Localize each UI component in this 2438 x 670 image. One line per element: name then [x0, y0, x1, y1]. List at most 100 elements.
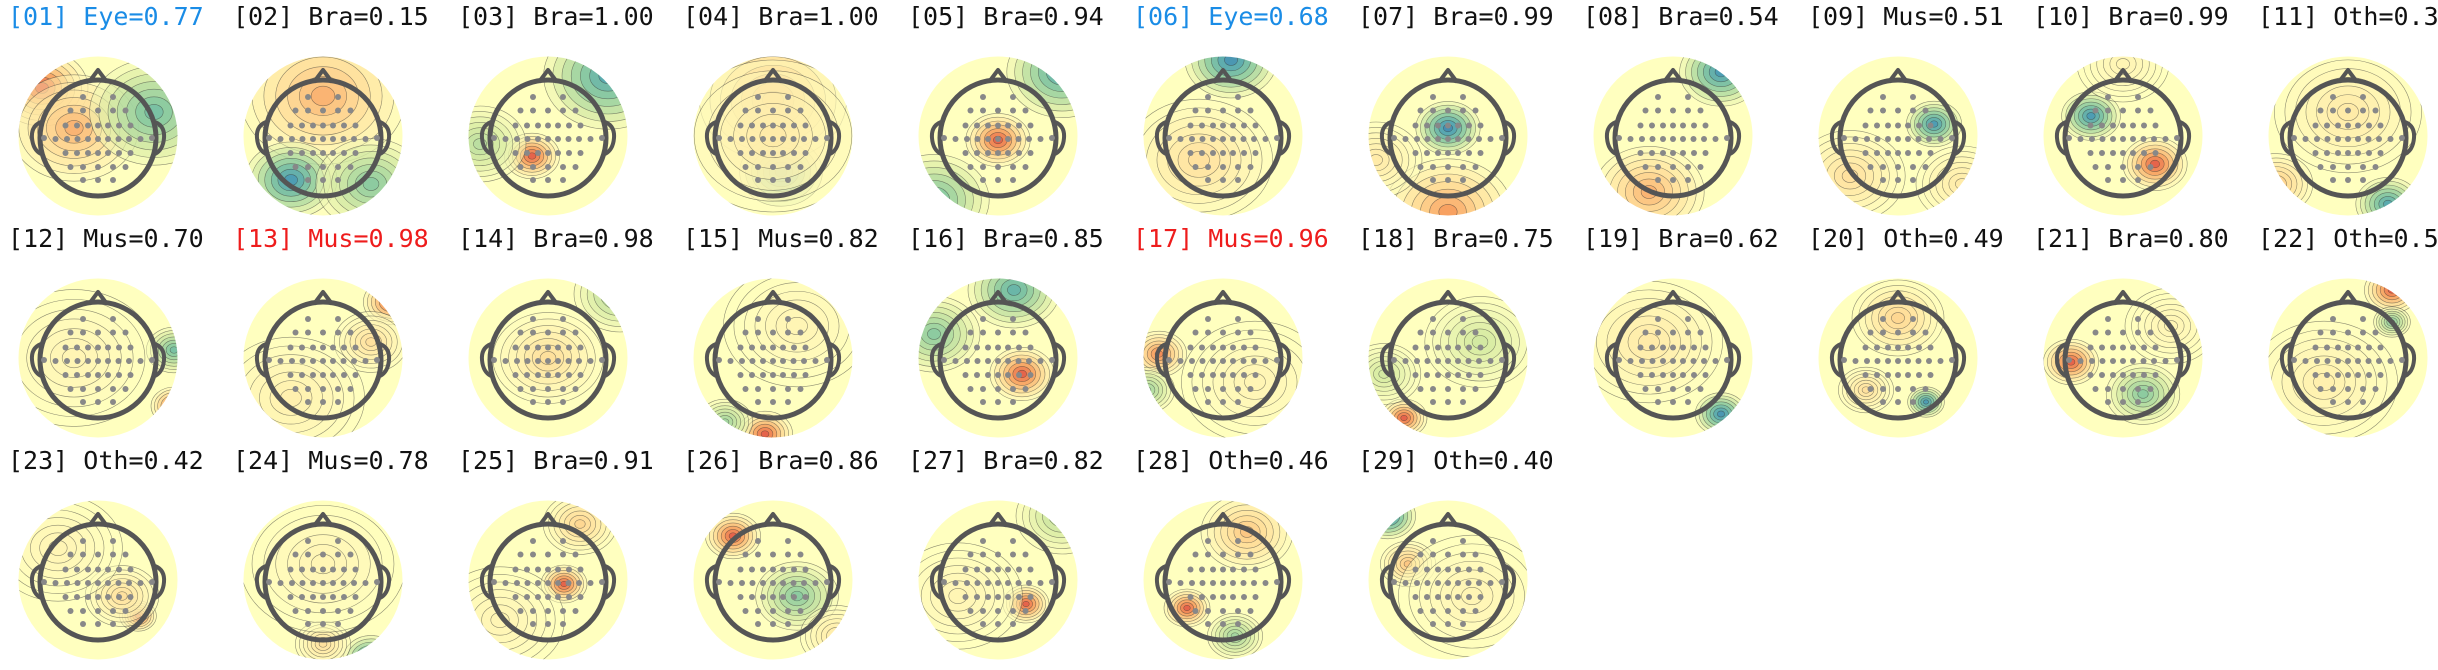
electrode-marker — [335, 399, 341, 405]
electrode-marker — [1188, 594, 1194, 600]
electrode-marker — [716, 135, 722, 141]
electrode-marker — [1178, 136, 1184, 142]
electrode-marker — [266, 357, 272, 363]
electrode-marker — [968, 108, 974, 114]
component-label: Mus — [1883, 2, 1928, 31]
electrode-marker — [2313, 372, 2319, 378]
electrode-marker — [288, 150, 294, 156]
electrode-marker — [305, 164, 311, 170]
electrode-marker — [1916, 358, 1922, 364]
electrode-marker — [2093, 386, 2099, 392]
electrode-marker — [2141, 123, 2147, 129]
electrode-marker — [1691, 372, 1697, 378]
electrode-marker — [68, 108, 74, 114]
electrode-marker — [2360, 330, 2366, 336]
electrode-marker — [1435, 136, 1441, 142]
electrode-marker — [1685, 94, 1691, 100]
electrode-marker — [110, 608, 116, 614]
component-score: 0.91 — [594, 446, 654, 475]
field-contour — [1007, 285, 1020, 296]
electrode-marker — [278, 580, 284, 586]
electrode-marker — [2345, 150, 2351, 156]
electrode-marker — [785, 399, 791, 405]
electrode-marker — [2314, 136, 2320, 142]
field-contour — [1023, 601, 1030, 606]
component-score: 0.68 — [1269, 2, 1329, 31]
component-cell: [20] Oth=0.49 — [1800, 224, 2025, 446]
electrode-marker — [2163, 358, 2169, 364]
electrode-marker — [1895, 372, 1901, 378]
electrode-marker — [1680, 123, 1686, 129]
component-score: 0.54 — [1719, 2, 1779, 31]
electrode-marker — [2376, 358, 2382, 364]
electrode-marker — [1210, 345, 1216, 351]
electrode-marker — [995, 552, 1001, 558]
electrode-marker — [2303, 136, 2309, 142]
electrode-marker — [85, 123, 91, 129]
electrode-marker — [560, 108, 566, 114]
electrode-marker — [738, 372, 744, 378]
electrode-marker — [1650, 358, 1656, 364]
electrode-marker — [2373, 330, 2379, 336]
electrode-marker — [780, 567, 786, 573]
electrode-marker — [1460, 94, 1466, 100]
electrode-marker — [995, 177, 1001, 183]
electrode-marker — [1660, 136, 1666, 142]
electrode-marker — [2345, 330, 2351, 336]
electrode-marker — [1880, 177, 1886, 183]
electrode-marker — [1670, 345, 1676, 351]
electrode-marker — [1200, 136, 1206, 142]
component-cell: [10] Bra=0.99 — [2025, 2, 2250, 224]
electrode-marker — [353, 123, 359, 129]
electrode-marker — [2335, 136, 2341, 142]
component-index: [19] — [1583, 224, 1643, 253]
topomap — [683, 268, 863, 448]
electrode-marker — [1445, 177, 1451, 183]
field-contour — [1717, 411, 1724, 417]
electrode-marker — [980, 177, 986, 183]
electrode-marker — [1188, 123, 1194, 129]
electrode-marker — [1670, 372, 1676, 378]
electrode-marker — [560, 621, 566, 627]
electrode-marker — [1425, 136, 1431, 142]
component-score: 0.51 — [2394, 224, 2438, 253]
electrode-marker — [755, 386, 761, 392]
electrode-marker — [1230, 345, 1236, 351]
electrode-marker — [963, 567, 969, 573]
electrode-marker — [798, 164, 804, 170]
electrode-marker — [1193, 386, 1199, 392]
electrode-marker — [1424, 345, 1430, 351]
component-title: [06] Eye=0.68 — [1133, 2, 1329, 32]
electrode-marker — [1880, 108, 1886, 114]
electrode-marker — [1863, 150, 1869, 156]
electrode-marker — [105, 372, 111, 378]
electrode-marker — [1430, 316, 1436, 322]
field-contour — [1923, 400, 1928, 404]
electrode-marker — [2345, 399, 2351, 405]
electrode-marker — [525, 136, 531, 142]
electrode-marker — [1199, 372, 1205, 378]
electrode-marker — [2324, 345, 2330, 351]
component-cell: [22] Oth=0.51 — [2250, 224, 2438, 446]
electrode-marker — [305, 94, 311, 100]
electrode-marker — [974, 123, 980, 129]
component-title: [07] Bra=0.99 — [1358, 2, 1554, 32]
electrode-marker — [2366, 123, 2372, 129]
electrode-marker — [2099, 345, 2105, 351]
electrode-marker — [1460, 552, 1466, 558]
electrode-marker — [1905, 150, 1911, 156]
electrode-marker — [1910, 177, 1916, 183]
electrode-marker — [1413, 372, 1419, 378]
electrode-marker — [2141, 150, 2147, 156]
electrode-marker — [1016, 567, 1022, 573]
electrode-marker — [85, 345, 91, 351]
electrode-marker — [791, 580, 797, 586]
field-contour — [1376, 506, 1400, 526]
electrode-marker — [1864, 136, 1870, 142]
electrode-marker — [1235, 399, 1241, 405]
electrode-marker — [1616, 357, 1622, 363]
electrode-marker — [1938, 358, 1944, 364]
electrode-marker — [2399, 135, 2405, 141]
electrode-marker — [1220, 177, 1226, 183]
electrode-marker — [2153, 345, 2159, 351]
